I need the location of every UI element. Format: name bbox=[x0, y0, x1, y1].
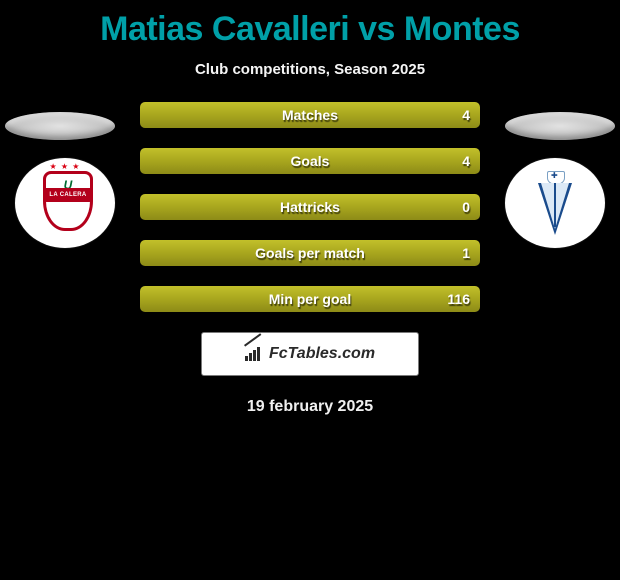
stat-label: Hattricks bbox=[140, 194, 480, 220]
page-title: Matias Cavalleri vs Montes bbox=[0, 0, 620, 49]
stat-label: Goals per match bbox=[140, 240, 480, 266]
union-la-calera-icon: ★ ★ ★ U LA CALERA bbox=[43, 171, 87, 235]
stat-bars: Matches 4 Goals 4 Hattricks 0 Goals per … bbox=[140, 102, 480, 312]
team-right-badge bbox=[505, 158, 605, 248]
brand-label: FcTables.com bbox=[269, 345, 375, 363]
stat-right-value: 0 bbox=[462, 194, 470, 220]
stat-right-value: 4 bbox=[462, 148, 470, 174]
player-right-placeholder bbox=[505, 112, 615, 140]
fctables-chart-icon bbox=[245, 347, 263, 361]
brand-box[interactable]: FcTables.com bbox=[201, 332, 419, 376]
subtitle: Club competitions, Season 2025 bbox=[0, 61, 620, 78]
stat-row: Goals 4 bbox=[140, 148, 480, 174]
stat-row: Hattricks 0 bbox=[140, 194, 480, 220]
player-left-placeholder bbox=[5, 112, 115, 140]
comparison-stage: ★ ★ ★ U LA CALERA Matches 4 Goals 4 bbox=[0, 102, 620, 416]
stat-right-value: 1 bbox=[462, 240, 470, 266]
stat-label: Min per goal bbox=[140, 286, 480, 312]
universidad-catolica-icon bbox=[538, 171, 572, 235]
stat-label: Goals bbox=[140, 148, 480, 174]
stat-right-value: 116 bbox=[447, 286, 470, 312]
stat-row: Matches 4 bbox=[140, 102, 480, 128]
team-left-badge: ★ ★ ★ U LA CALERA bbox=[15, 158, 115, 248]
stat-row: Min per goal 116 bbox=[140, 286, 480, 312]
date-label: 19 february 2025 bbox=[0, 398, 620, 416]
stat-row: Goals per match 1 bbox=[140, 240, 480, 266]
stat-right-value: 4 bbox=[462, 102, 470, 128]
stat-label: Matches bbox=[140, 102, 480, 128]
